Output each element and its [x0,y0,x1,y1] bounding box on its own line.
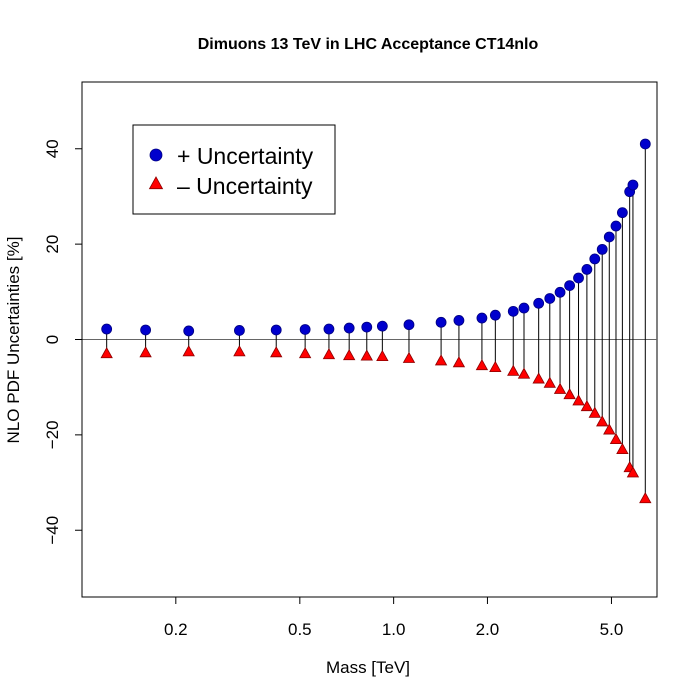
minus-point [360,349,373,361]
minus-point [270,346,283,358]
plus-point [603,231,615,243]
minus-point [507,364,520,376]
minus-point [596,415,609,427]
y-axis-label: NLO PDF Uncertainties [%] [4,237,23,444]
plus-point [299,324,311,335]
minus-point [543,376,556,388]
x-tick-label: 5.0 [600,620,624,639]
minus-point [517,367,531,379]
plus-point [101,323,113,335]
plus-point [639,138,651,150]
minus-point [342,348,356,361]
plus-point [507,305,519,317]
minus-point [298,347,312,359]
minus-point [322,347,336,360]
minus-point [376,349,389,362]
y-tick-label: −20 [43,420,62,449]
minus-point [402,351,416,363]
plus-point [453,315,465,326]
plus-point [489,309,501,321]
minus-point [626,466,640,478]
plus-point [616,207,628,219]
minus-point [588,406,601,418]
plus-point [343,322,355,334]
minus-point [603,423,616,435]
x-tick-label: 2.0 [476,620,500,639]
plus-point [435,316,447,328]
x-tick-label: 1.0 [382,620,406,639]
x-axis-label: Mass [TeV] [326,658,410,677]
x-tick-label: 0.5 [288,620,312,639]
minus-point [532,372,545,384]
plus-point [518,302,530,314]
minus-point [572,394,585,406]
chart-title: Dimuons 13 TeV in LHC Acceptance CT14nlo [198,36,539,53]
plus-point [270,324,282,336]
y-tick-label: 20 [43,235,62,254]
minus-point [233,345,246,357]
y-axis: −40 −20 0 20 40 [43,139,83,545]
minus-point [553,382,567,394]
plus-point [140,324,152,336]
plus-point [323,323,335,335]
x-axis: 0.2 0.5 1.0 2.0 5.0 [164,596,624,639]
plus-point [376,320,388,332]
minus-point [139,346,152,358]
plus-point [544,293,556,304]
y-tick-label: −40 [43,516,62,545]
minus-point [100,347,113,359]
plus-point [403,319,415,331]
plus-point [476,312,488,324]
minus-point [563,388,576,400]
minus-point [475,358,489,371]
plus-point [573,272,584,284]
legend-minus-marker [148,176,164,190]
minus-point [452,356,466,368]
plot-area [81,81,658,598]
legend-plus-label: + Uncertainty [177,143,314,169]
plus-point [627,179,639,191]
y-tick-label: 0 [43,335,62,344]
plus-point [610,220,622,232]
minus-point [489,360,502,372]
minus-point [434,354,448,366]
minus-point [616,442,629,455]
plus-point [361,321,373,333]
plus-point [596,243,608,255]
minus-point [182,345,195,357]
legend: + Uncertainty – Uncertainty [132,124,336,215]
plus-point [564,280,576,292]
legend-plus-marker [149,148,163,162]
plus-point [183,325,195,337]
plus-point [581,264,593,275]
minus-point [609,432,623,444]
minus-point [580,399,594,412]
legend-minus-label: – Uncertainty [177,173,313,199]
plus-point [554,286,566,298]
plus-point [533,297,545,309]
plus-point [589,253,601,265]
minus-point [639,492,652,504]
x-tick-label: 0.2 [164,620,188,639]
y-tick-label: 40 [43,139,62,158]
legend-box [132,124,336,215]
plus-point [234,325,245,336]
